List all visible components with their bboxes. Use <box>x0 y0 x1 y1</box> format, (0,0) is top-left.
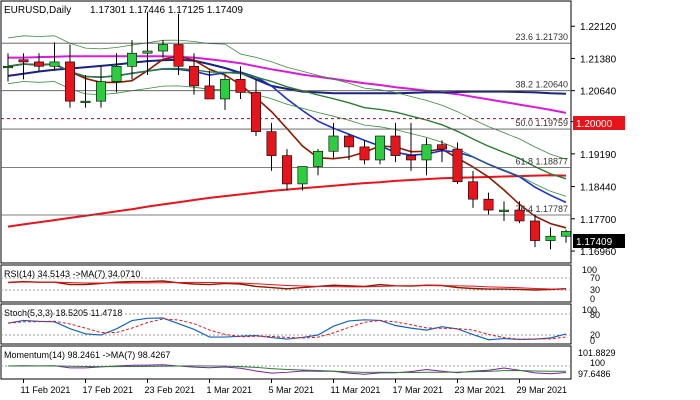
bear-candle <box>204 85 215 100</box>
bear-candle <box>344 135 354 148</box>
fib-levels: 23.6 1.21730 38.2 1.20640 50.0 1.19759 61.8… <box>1 32 571 216</box>
bull-candle <box>545 235 556 241</box>
x-tick-label: 1 Mar 2021 <box>207 385 253 395</box>
current-price-badge: 1.17409 <box>573 234 625 248</box>
rsi-tick-100: 100 <box>582 265 597 275</box>
bull-candle <box>3 65 13 69</box>
bear-candle <box>530 220 540 241</box>
fib-label: 76.4 1.17787 <box>515 204 568 214</box>
price-tick-label: 1.19190 <box>580 150 617 161</box>
price-axis: 1.221201.213801.206401.199301.191901.184… <box>571 22 617 258</box>
price-tick-label: 1.20640 <box>580 87 617 98</box>
stoch-panel-frame <box>0 303 572 345</box>
bear-candle <box>251 92 261 132</box>
x-tick-label: 11 Feb 2021 <box>21 385 71 395</box>
rsi-tick-0: 0 <box>590 294 595 304</box>
momentum-ma-line <box>7 365 567 373</box>
bear-candle <box>34 61 44 67</box>
fib-label: 61.8 1.18877 <box>515 157 568 167</box>
bear-candle <box>359 146 370 161</box>
ma-magenta-line <box>8 55 567 114</box>
svg-text:1.20000: 1.20000 <box>576 119 613 130</box>
momentum-label: Momentum(14) 98.2461 ->MA(7) 98.4267 <box>4 350 170 360</box>
bull-candle <box>111 65 122 82</box>
ohlc-readout: 1.17301 1.17446 1.17125 1.17409 <box>90 5 243 16</box>
fib-label: 23.6 1.21730 <box>515 32 568 42</box>
x-tick-label: 17 Feb 2021 <box>83 385 134 395</box>
fib-label: 50.0 1.19759 <box>515 118 568 128</box>
bear-candle <box>266 131 277 156</box>
momentum-panel: Momentum(14) 98.2461 ->MA(7) 98.4267 101… <box>1 348 616 379</box>
bull-candle <box>142 50 153 54</box>
bear-candle <box>437 144 447 150</box>
bull-candle <box>80 100 91 103</box>
rsi-label: RSI(14) 34.5143 ->MA(7) 34.0710 <box>4 269 140 279</box>
bull-candle <box>220 79 230 100</box>
momentum-tick-100: 100 <box>590 358 605 368</box>
rsi-panel: RSI(14) 34.5143 ->MA(7) 34.0710 100 70 3… <box>1 265 600 304</box>
price-tick-label: 1.16960 <box>580 247 617 258</box>
bull-candle <box>49 61 60 67</box>
rsi-tick-30: 30 <box>590 285 600 295</box>
bull-candle <box>375 135 385 161</box>
stoch-d-line <box>7 318 567 340</box>
bear-candle <box>452 148 463 183</box>
bollinger-upper <box>7 35 567 160</box>
bear-candle <box>514 209 525 222</box>
x-tick-label: 17 Mar 2021 <box>393 385 444 395</box>
bear-candle <box>65 61 75 102</box>
rsi-ma-line <box>7 281 567 290</box>
x-tick-label: 29 Mar 2021 <box>517 385 568 395</box>
bear-candle <box>483 198 494 211</box>
bear-candle <box>173 44 184 67</box>
price-tick-label: 1.22120 <box>580 22 617 33</box>
fib-label: 38.2 1.20640 <box>515 80 568 90</box>
svg-text:1.17409: 1.17409 <box>576 237 613 248</box>
rsi-tick-70: 70 <box>590 273 600 283</box>
momentum-tick-high: 101.8829 <box>578 348 616 358</box>
bull-candle <box>297 166 308 185</box>
main-panel-frame <box>0 0 572 264</box>
x-tick-label: 11 Mar 2021 <box>331 385 381 395</box>
stoch-label: Stoch(5,3,3) 18.5205 11.4718 <box>4 308 122 318</box>
bear-candle <box>189 65 199 87</box>
price-tick-label: 1.17700 <box>580 215 617 226</box>
ma-blue-line <box>7 58 567 95</box>
bear-candle <box>235 79 246 93</box>
symbol-label: EURUSD,Daily <box>4 5 71 16</box>
bear-candle <box>390 135 401 156</box>
stoch-tick-80: 80 <box>590 310 600 320</box>
stoch-tick-0: 0 <box>590 336 595 346</box>
stoch-tick-20: 20 <box>590 330 600 340</box>
x-tick-label: 5 Mar 2021 <box>269 385 315 395</box>
bear-candle <box>18 59 29 63</box>
candlesticks <box>3 11 571 250</box>
stoch-k-line <box>7 317 567 341</box>
bull-candle <box>499 209 509 212</box>
bull-candle <box>158 44 168 52</box>
bull-candle <box>96 81 106 102</box>
bear-candle <box>406 155 416 161</box>
bull-candle <box>328 135 339 152</box>
stoch-tick-100: 100 <box>582 305 597 315</box>
level-marker-badge: 1.20000 <box>573 116 625 130</box>
stoch-panel: Stoch(5,3,3) 18.5205 11.4718 100 80 20 0 <box>1 305 600 346</box>
bear-candle <box>282 155 292 185</box>
momentum-panel-frame <box>0 345 572 380</box>
x-tick-label: 23 Mar 2021 <box>455 385 506 395</box>
x-tick-label: 23 Feb 2021 <box>145 385 196 395</box>
bull-candle <box>561 231 571 237</box>
bull-candle <box>421 144 432 161</box>
bull-candle <box>127 52 137 67</box>
x-axis: 11 Feb 2021 17 Feb 2021 23 Feb 2021 1 Mar 2… <box>21 379 568 395</box>
price-tick-label: 1.18440 <box>580 183 617 194</box>
bear-candle <box>468 181 478 200</box>
price-tick-label: 1.21380 <box>580 54 617 65</box>
bull-candle <box>313 150 323 167</box>
momentum-tick-low: 97.6486 <box>578 369 611 379</box>
